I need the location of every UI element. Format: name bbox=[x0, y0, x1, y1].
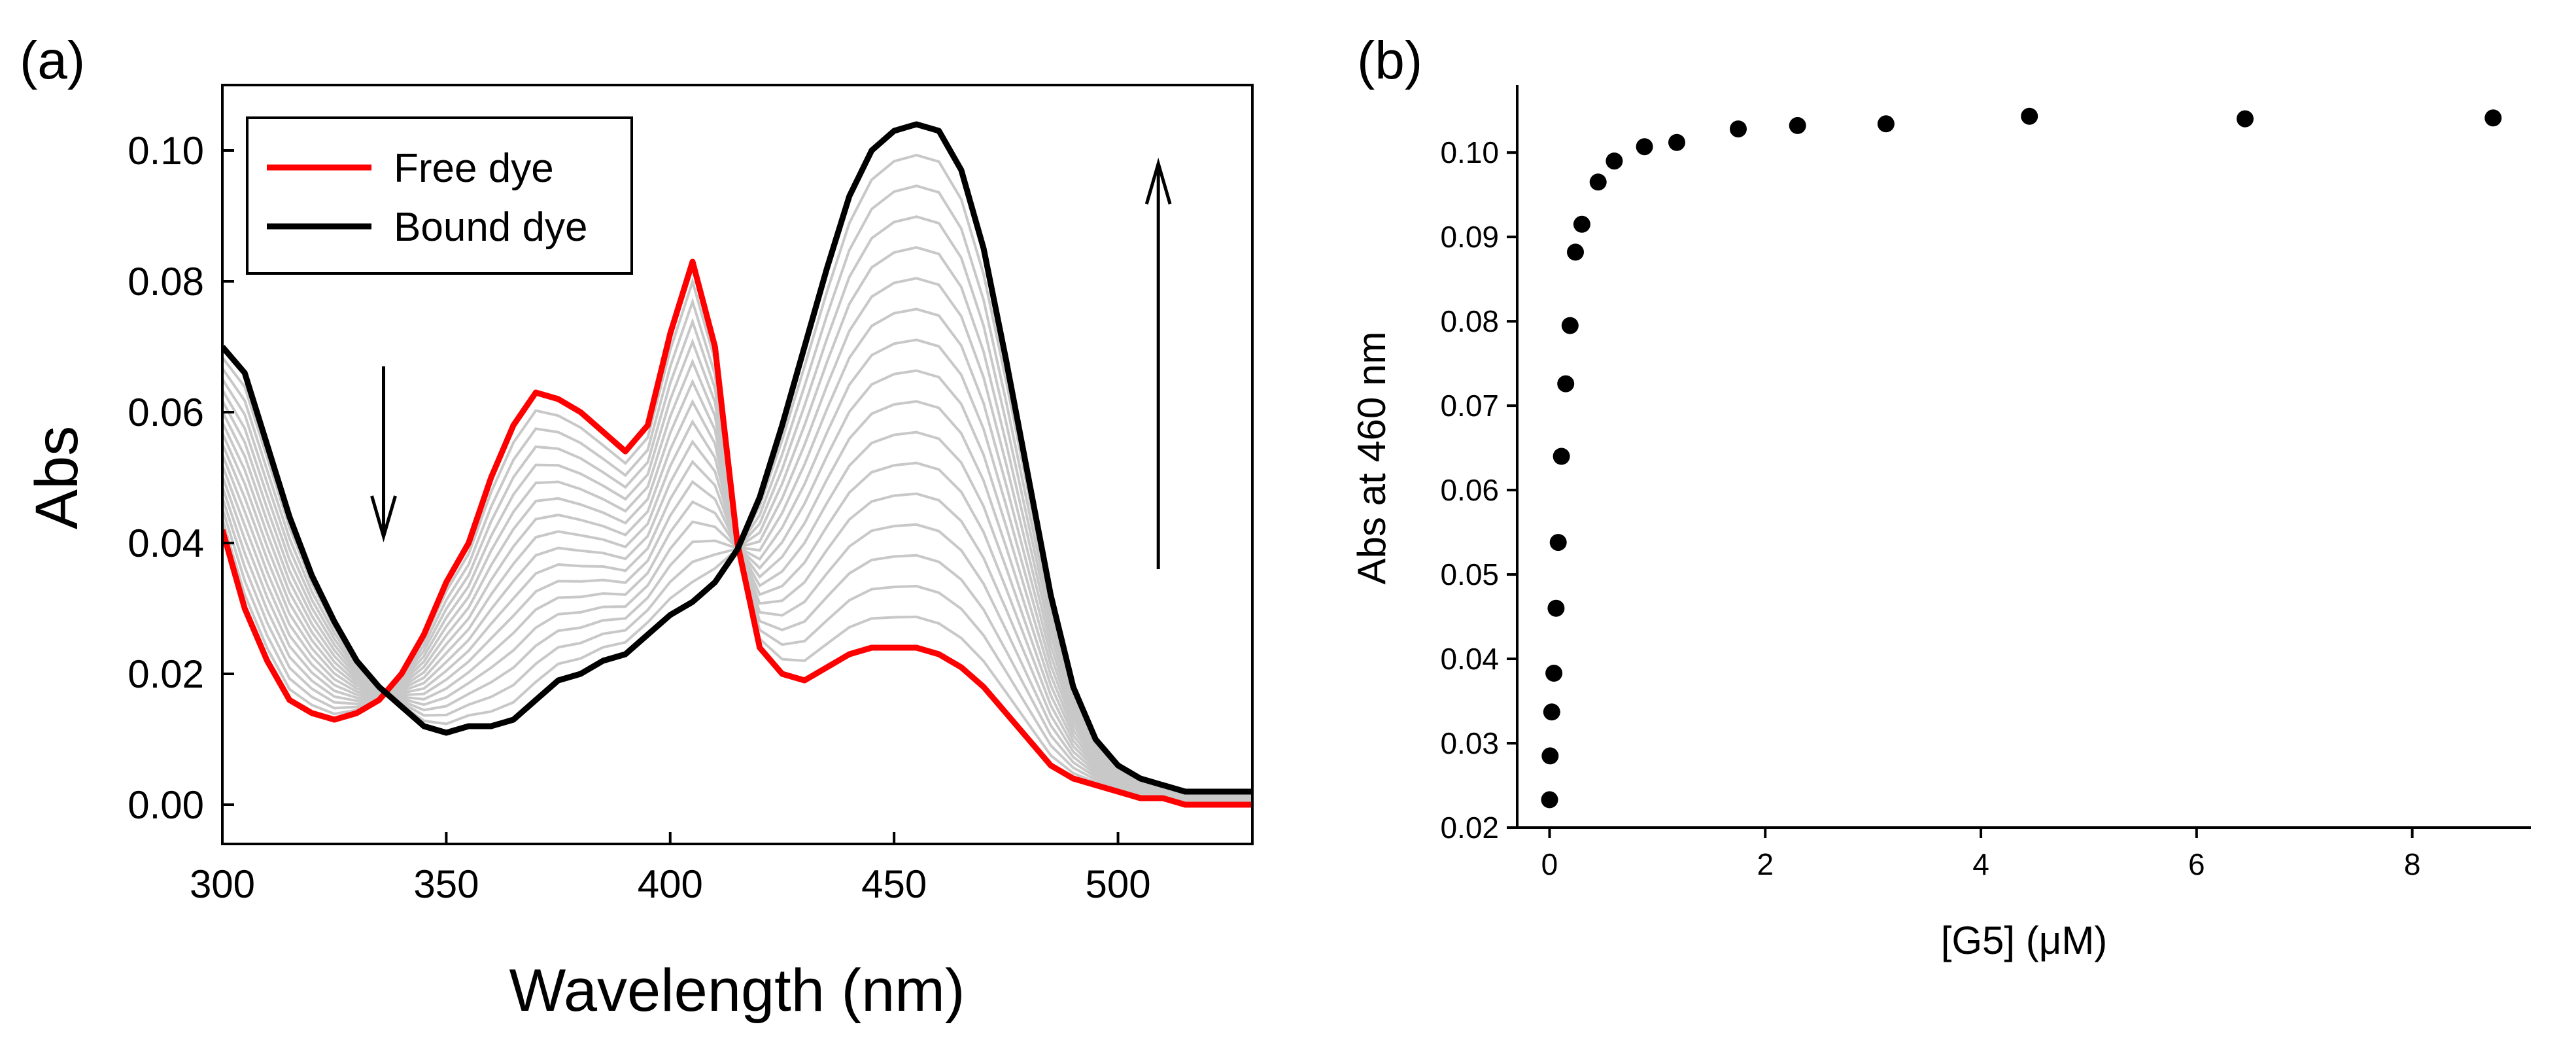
y-tick-label: 0.06 bbox=[1440, 473, 1499, 507]
y-tick-label: 0.08 bbox=[128, 260, 204, 304]
intermediate-spectrum bbox=[222, 338, 1252, 799]
y-tick-label: 0.10 bbox=[1440, 135, 1499, 169]
intermediate-spectrum bbox=[222, 215, 1252, 796]
legend-label-bound-dye: Bound dye bbox=[394, 205, 587, 250]
y-tick-label: 0.09 bbox=[1440, 220, 1499, 254]
x-tick-label: 0 bbox=[1541, 847, 1558, 881]
x-tick-label: 6 bbox=[2188, 847, 2205, 881]
y-tick-label: 0.02 bbox=[128, 652, 204, 696]
data-point bbox=[1561, 317, 1579, 334]
legend-label-free-dye: Free dye bbox=[394, 146, 554, 191]
data-point bbox=[1636, 138, 1653, 156]
data-point bbox=[1789, 116, 1806, 134]
y-tick-label: 0.06 bbox=[128, 391, 204, 434]
x-axis-title-b: [G5] (μM) bbox=[1941, 919, 2108, 962]
data-point bbox=[1730, 120, 1747, 138]
data-point bbox=[1543, 703, 1560, 721]
intermediate-spectrum bbox=[222, 338, 1252, 803]
x-tick-label: 8 bbox=[2404, 847, 2421, 881]
arrow-up-head bbox=[1144, 158, 1172, 205]
y-tick-label: 0.07 bbox=[1440, 389, 1499, 423]
plot-frame-a bbox=[221, 84, 1254, 845]
x-axis-title-a: Wavelength (nm) bbox=[509, 957, 965, 1024]
legend-box bbox=[246, 116, 633, 275]
data-point bbox=[1549, 534, 1567, 552]
trend-arrows bbox=[370, 158, 1172, 569]
data-point bbox=[2237, 110, 2254, 128]
data-point bbox=[2021, 107, 2038, 125]
panel-a: (a) 300 350 400 450 500 0.00 0.02 0.04 0.06 0.08… bbox=[20, 31, 1254, 1024]
data-point bbox=[1541, 747, 1559, 765]
data-point bbox=[1668, 133, 1685, 151]
y-tick-label: 0.04 bbox=[128, 521, 204, 565]
free-dye-spectrum bbox=[222, 258, 1252, 808]
data-points bbox=[1541, 107, 2502, 809]
panel-label-b: (b) bbox=[1357, 31, 1422, 90]
y-tick-label: 0.05 bbox=[1440, 557, 1499, 591]
data-point bbox=[1573, 215, 1590, 233]
y-tick-label: 0.08 bbox=[1440, 304, 1499, 338]
y-axis-ticks-a: 0.00 0.02 0.04 0.06 0.08 0.10 bbox=[128, 129, 234, 827]
spectra-series bbox=[222, 121, 1252, 808]
y-tick-label: 0.00 bbox=[128, 783, 204, 827]
data-point bbox=[1541, 791, 1558, 809]
y-tick-label: 0.04 bbox=[1440, 642, 1499, 676]
x-axis-ticks-b: 0 2 4 6 8 bbox=[1541, 828, 2421, 881]
x-tick-label: 450 bbox=[861, 862, 927, 906]
x-tick-label: 400 bbox=[638, 862, 703, 906]
data-point bbox=[2484, 109, 2502, 127]
data-point bbox=[1557, 375, 1575, 393]
x-tick-label: 2 bbox=[1757, 847, 1774, 881]
x-tick-label: 350 bbox=[413, 862, 479, 906]
data-point bbox=[1545, 665, 1563, 682]
legend: Free dye Bound dye bbox=[246, 116, 633, 275]
y-tick-label: 0.03 bbox=[1440, 726, 1499, 760]
intermediate-spectrum bbox=[222, 317, 1252, 804]
data-point bbox=[1877, 115, 1895, 133]
y-tick-label: 0.02 bbox=[1440, 811, 1499, 845]
x-tick-label: 4 bbox=[1972, 847, 1989, 881]
data-point bbox=[1547, 599, 1565, 617]
x-tick-label: 300 bbox=[190, 862, 255, 906]
x-tick-label: 500 bbox=[1086, 862, 1151, 906]
intermediate-spectrum bbox=[222, 358, 1252, 803]
data-point bbox=[1606, 152, 1623, 170]
data-point bbox=[1567, 243, 1584, 261]
arrow-down-head bbox=[370, 495, 397, 542]
x-axis-ticks-a: 300 350 400 450 500 bbox=[190, 832, 1151, 906]
panel-label-a: (a) bbox=[20, 31, 85, 90]
y-tick-label: 0.10 bbox=[128, 129, 204, 173]
intermediate-spectrum bbox=[222, 369, 1252, 799]
data-point bbox=[1553, 447, 1570, 465]
y-axis-title-a: Abs bbox=[24, 426, 90, 530]
y-axis-ticks-b: 0.02 0.03 0.04 0.05 0.06 0.07 0.08 0.09 0.10 bbox=[1440, 135, 1517, 845]
y-axis-title-b: Abs at 460 nm bbox=[1350, 332, 1394, 585]
bound-dye-spectrum bbox=[222, 121, 1252, 795]
data-point bbox=[1589, 173, 1607, 191]
